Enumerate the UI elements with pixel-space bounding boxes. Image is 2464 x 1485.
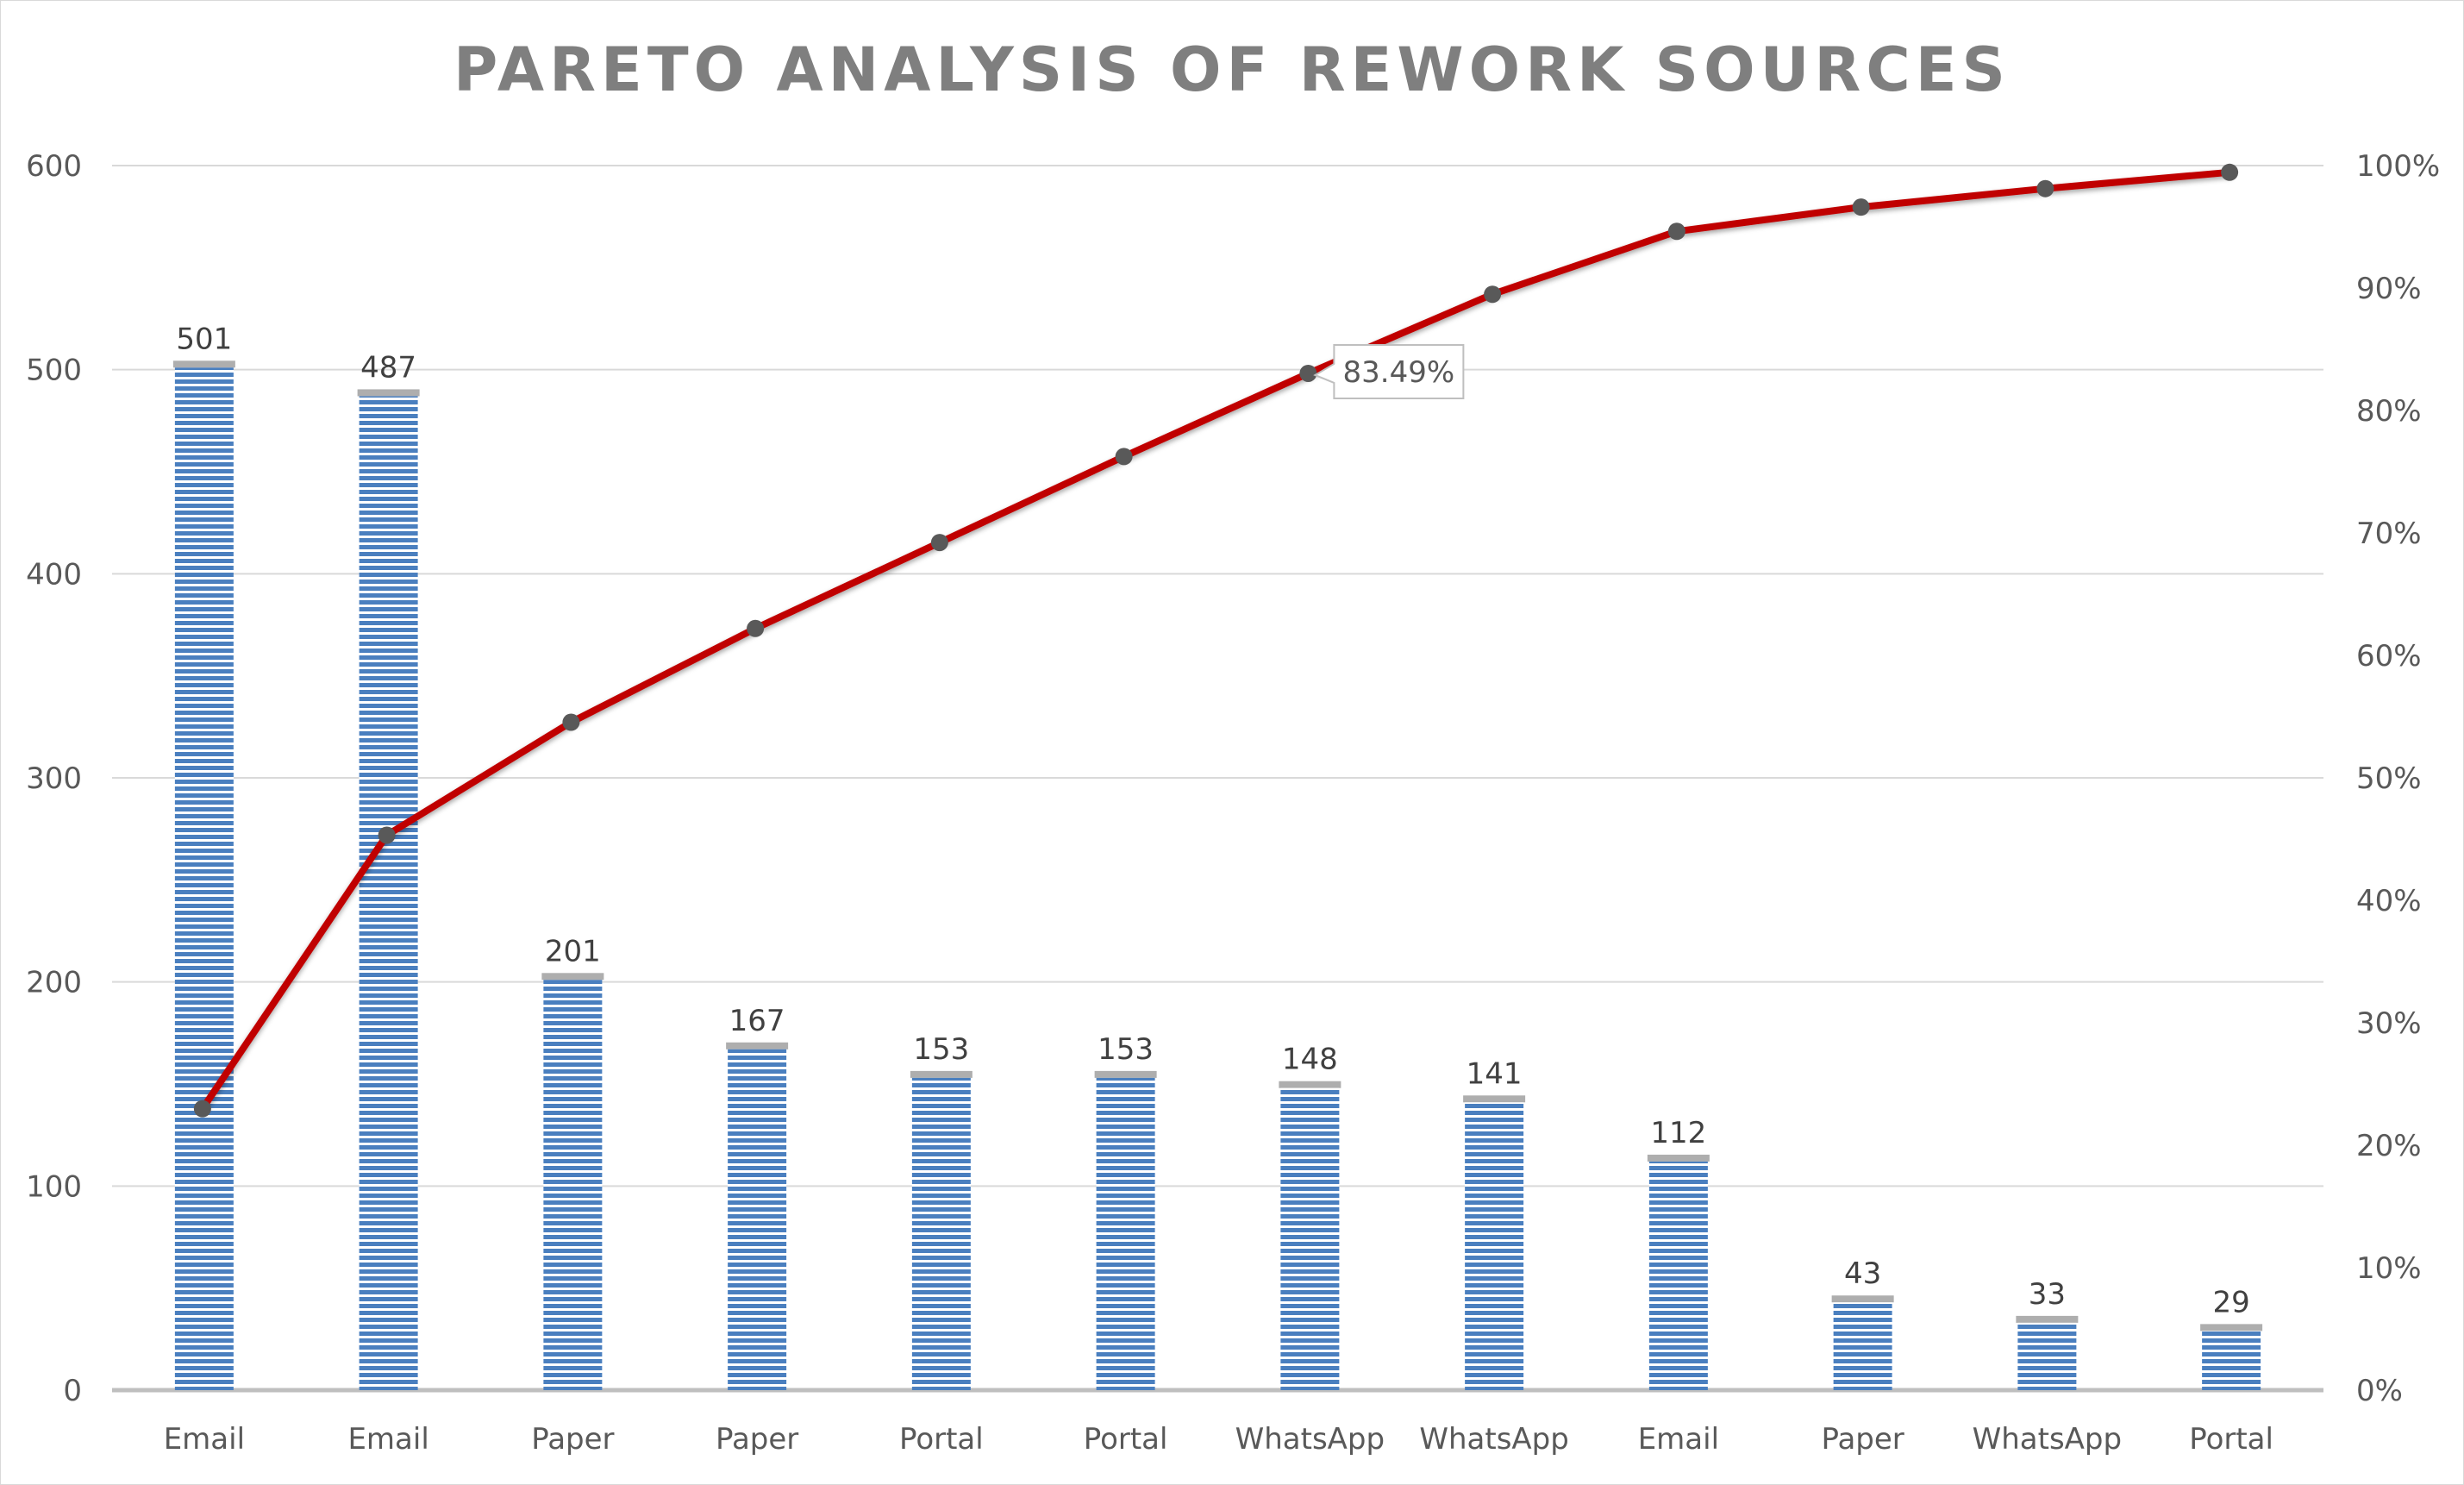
bar-cap — [357, 389, 420, 397]
y2-axis-tick-label: 20% — [2356, 1129, 2422, 1163]
bar-data-label: 153 — [1098, 1032, 1154, 1067]
y2-axis-tick-label: 100% — [2356, 149, 2440, 184]
y2-axis-tick-label: 80% — [2356, 394, 2422, 429]
bar-cap — [2016, 1315, 2079, 1323]
x-axis-category-label: Paper — [531, 1422, 614, 1457]
line-marker — [930, 534, 948, 552]
bar — [728, 1049, 787, 1390]
x-axis-category-label: Email — [347, 1422, 428, 1457]
y-axis-tick-label: 0 — [63, 1374, 82, 1408]
y-axis-tick-label: 200 — [26, 966, 82, 1000]
line-marker — [193, 1100, 211, 1118]
line-marker — [747, 619, 765, 637]
x-axis-category-label: Email — [1638, 1422, 1719, 1457]
x-axis-category-label: Portal — [2189, 1422, 2273, 1457]
line-marker — [378, 826, 396, 844]
line-marker — [1299, 364, 1317, 382]
bar — [2202, 1331, 2261, 1390]
x-axis-category-label: Paper — [716, 1422, 798, 1457]
bar — [1648, 1161, 1708, 1390]
y2-axis-tick-label: 10% — [2356, 1251, 2422, 1286]
y2-axis-tick-label: 90% — [2356, 272, 2422, 306]
y-axis-tick-label: 500 — [26, 354, 82, 388]
bar-cap — [910, 1070, 972, 1078]
bar-data-label: 141 — [1467, 1056, 1523, 1091]
bar — [543, 980, 603, 1390]
bar-data-label: 29 — [2212, 1285, 2249, 1319]
line-marker — [1115, 448, 1133, 466]
bar-cap — [2200, 1324, 2263, 1331]
bar-data-label: 487 — [360, 350, 416, 385]
bar — [1096, 1077, 1155, 1390]
y-axis-tick-label: 300 — [26, 761, 82, 796]
x-axis-category-label: Portal — [899, 1422, 984, 1457]
y-axis-tick-label: 100 — [26, 1169, 82, 1204]
line-marker — [2036, 179, 2054, 197]
x-axis-category-label: Paper — [1821, 1422, 1904, 1457]
data-callout — [1313, 343, 1465, 399]
bar-data-label: 148 — [1282, 1043, 1338, 1077]
y2-axis-tick-label: 30% — [2356, 1006, 2422, 1041]
bar-data-label: 43 — [1844, 1256, 1881, 1291]
y-axis-tick-label: 600 — [26, 149, 82, 184]
bar-data-label: 33 — [2029, 1277, 2066, 1312]
line-marker — [562, 713, 580, 731]
bar-data-label: 112 — [1650, 1116, 1706, 1150]
bar-data-label: 167 — [729, 1004, 785, 1038]
bar — [359, 396, 418, 1390]
y2-axis-tick-label: 40% — [2356, 884, 2422, 918]
y2-axis-tick-label: 60% — [2356, 639, 2422, 674]
line-marker — [1667, 222, 1685, 241]
x-axis-category-label: WhatsApp — [1973, 1422, 2122, 1457]
data-callout-label: 83.49% — [1343, 355, 1455, 390]
x-axis-category-label: Portal — [1084, 1422, 1168, 1457]
bar — [1465, 1102, 1524, 1390]
y2-axis-tick-label: 70% — [2356, 517, 2422, 551]
line-marker — [1852, 198, 1870, 216]
bar — [2017, 1322, 2077, 1390]
cumulative-percent-line — [198, 168, 2234, 1112]
y2-axis-tick-label: 0% — [2356, 1374, 2403, 1408]
bar-cap — [1831, 1295, 1894, 1303]
x-axis-category-label: WhatsApp — [1235, 1422, 1385, 1457]
bar-cap — [172, 360, 235, 368]
bar-cap — [541, 973, 604, 981]
bar-data-label: 501 — [176, 322, 232, 356]
bar-cap — [1279, 1081, 1341, 1088]
bar — [1833, 1302, 1892, 1390]
y-axis-tick-label: 400 — [26, 557, 82, 592]
bar-cap — [1463, 1095, 1526, 1103]
bar-data-label: 153 — [913, 1032, 969, 1067]
x-axis-category-label: WhatsApp — [1419, 1422, 1568, 1457]
x-axis-category-label: Email — [164, 1422, 245, 1457]
line-marker — [2221, 163, 2239, 181]
bar-cap — [1094, 1070, 1157, 1078]
chart-title: PARETO ANALYSIS OF REWORK SOURCES — [453, 34, 2011, 105]
line-marker — [1484, 285, 1502, 304]
bar — [174, 367, 234, 1390]
bar — [911, 1077, 971, 1390]
bar-cap — [726, 1042, 789, 1050]
bar-cap — [1647, 1154, 1710, 1162]
y2-axis-tick-label: 50% — [2356, 761, 2422, 796]
bar — [1280, 1087, 1340, 1390]
bar-data-label: 201 — [545, 934, 601, 968]
